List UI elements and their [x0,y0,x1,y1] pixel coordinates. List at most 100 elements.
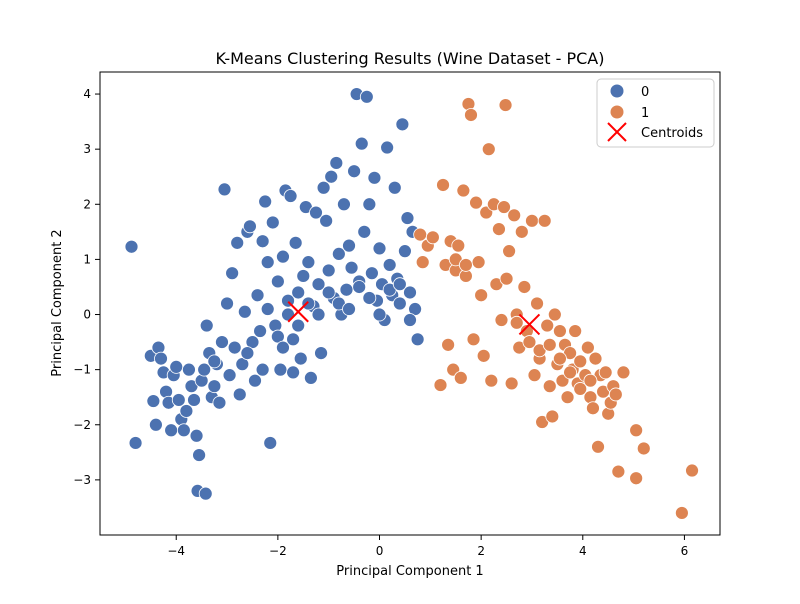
data-point-cluster-1 [453,371,468,385]
data-point-cluster-0 [146,394,161,408]
data-point-cluster-1 [542,379,557,394]
y-axis-label: Principal Component 2 [50,229,65,376]
data-point-cluster-0 [319,213,334,228]
data-point-cluster-0 [149,417,163,432]
data-point-cluster-0 [250,288,265,303]
data-point-cluster-1 [545,409,560,424]
y-tick-label: 1 [83,252,91,266]
data-point-cluster-0 [273,362,288,377]
data-point-cluster-0 [171,393,186,407]
data-point-cluster-0 [212,395,227,410]
data-point-cluster-1 [586,401,600,416]
data-point-cluster-0 [309,205,323,220]
data-point-cluster-1 [547,307,562,322]
data-point-cluster-1 [476,348,491,363]
data-point-cluster-0 [227,340,242,355]
data-point-cluster-0 [207,354,222,369]
data-point-cluster-0 [288,235,303,250]
data-point-cluster-1 [629,471,644,486]
y-tick-label: −1 [73,363,91,377]
data-point-cluster-1 [685,463,699,478]
data-point-cluster-0 [331,246,346,261]
data-point-cluster-0 [352,280,367,294]
data-point-cluster-0 [304,371,318,385]
data-point-cluster-0 [296,269,311,283]
data-point-cluster-0 [265,215,280,230]
data-point-cluster-0 [281,307,295,322]
data-point-cluster-0 [260,255,275,270]
data-point-cluster-0 [164,423,179,438]
data-point-cluster-0 [359,89,374,104]
data-point-cluster-1 [415,255,430,270]
data-point-cluster-0 [403,285,417,300]
data-point-cluster-0 [403,313,417,327]
x-axis-ticks: −4 −2 0 2 4 6 [167,535,688,558]
data-point-cluster-1 [573,382,588,396]
data-point-cluster-0 [237,304,252,319]
data-point-cluster-0 [293,351,308,366]
data-point-cluster-0 [324,169,339,184]
data-point-cluster-0 [329,156,344,170]
data-point-cluster-0 [169,359,184,374]
data-point-cluster-1 [527,368,542,383]
data-point-cluster-1 [507,208,522,223]
data-point-cluster-0 [392,277,407,292]
data-point-cluster-1 [525,213,539,228]
data-point-cluster-0 [255,234,270,249]
data-point-cluster-0 [367,170,382,185]
data-point-cluster-0 [321,285,336,300]
data-point-cluster-0 [362,197,377,212]
data-point-cluster-1 [509,315,524,330]
data-point-cluster-1 [481,142,496,157]
y-tick-label: −2 [73,418,91,432]
data-point-cluster-0 [240,346,255,361]
data-point-cluster-0 [220,296,234,311]
data-point-cluster-1 [492,222,506,236]
data-point-cluster-0 [128,436,143,450]
data-point-cluster-1 [636,441,651,456]
data-point-cluster-1 [583,373,598,388]
data-point-cluster-0 [232,387,247,402]
centroid-marker [518,313,541,336]
data-point-cluster-1 [514,224,529,239]
data-point-cluster-1 [425,230,440,245]
data-point-cluster-0 [392,296,407,311]
data-point-cluster-1 [466,332,481,347]
data-point-cluster-0 [400,211,415,225]
data-point-cluster-0 [342,238,356,253]
data-point-cluster-1 [469,195,483,210]
data-point-cluster-0 [154,351,168,366]
y-tick-label: 0 [83,308,91,322]
legend-label-series-0: 0 [641,85,649,100]
data-point-cluster-1 [542,337,557,352]
data-point-cluster-1 [451,238,466,253]
data-point-cluster-1 [459,258,473,272]
data-point-cluster-0 [276,340,290,355]
chart-title: K-Means Clustering Results (Wine Dataset… [216,49,605,68]
legend-marker-centroids [607,122,627,142]
data-point-cluster-1 [629,423,644,438]
data-point-cluster-0 [207,379,222,394]
data-point-cluster-0 [215,335,229,349]
data-point-cluster-0 [276,249,290,264]
data-point-cluster-0 [283,189,298,203]
data-point-cluster-1 [598,365,613,380]
data-point-cluster-0 [291,285,306,300]
x-tick-label: 0 [376,544,384,558]
data-point-cluster-1 [502,244,516,259]
centroid-marker [287,301,309,323]
y-tick-label: 4 [83,87,91,101]
data-point-cluster-0 [192,448,206,462]
legend-marker-series-0 [610,84,624,98]
data-point-cluster-1 [436,178,450,192]
data-point-cluster-1 [573,354,588,369]
data-point-cluster-0 [248,373,262,388]
data-point-cluster-0 [199,318,214,333]
data-point-cluster-0 [253,324,267,338]
x-tick-label: 6 [681,544,689,558]
data-point-cluster-1 [497,200,511,214]
data-point-cluster-0 [364,266,379,281]
data-point-cluster-1 [522,335,537,349]
data-point-cluster-0 [347,164,361,179]
